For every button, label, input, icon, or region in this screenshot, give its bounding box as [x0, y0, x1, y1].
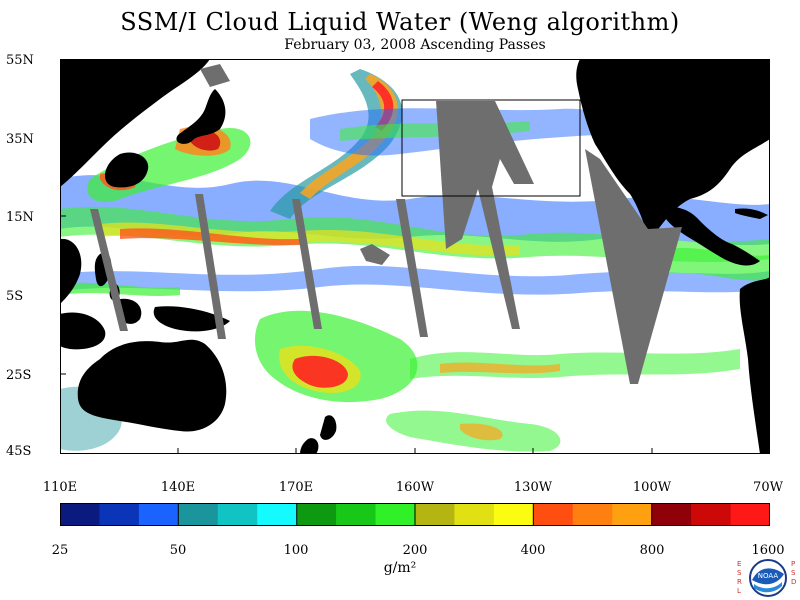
map-ticks: [60, 137, 653, 454]
lon-label-100w: 100W: [632, 480, 672, 495]
lon-label-130w: 130W: [513, 480, 553, 495]
colorbar-swatch: [336, 503, 377, 526]
colorbar-swatch: [493, 503, 534, 526]
lon-label-160w: 160W: [395, 480, 435, 495]
lon-label-170e: 170E: [278, 480, 314, 495]
colorbar-tick-1600: 1600: [751, 543, 785, 558]
lon-label-140e: 140E: [160, 480, 196, 495]
colorbar-swatch: [138, 503, 179, 526]
lat-label-55n: 55N: [6, 53, 34, 68]
map-title: SSM/I Cloud Liquid Water (Weng algorithm…: [120, 8, 680, 36]
colorbar-swatch: [533, 503, 574, 526]
missing-swaths: [90, 64, 682, 384]
colorbar-swatch: [415, 503, 455, 526]
noaa-logo-text: NOAA: [758, 572, 779, 580]
lat-label-15n: 15N: [6, 210, 34, 225]
inset-box: [401, 99, 581, 197]
colorbar-swatch: [375, 503, 416, 526]
noaa-logo-icon: NOAA: [749, 559, 787, 597]
colorbar-tick-50: 50: [169, 543, 187, 558]
map-subtitle: February 03, 2008 Ascending Passes: [284, 37, 546, 53]
lon-label-110e: 110E: [42, 480, 78, 495]
colorbar-swatch: [99, 503, 140, 526]
colorbar-swatch: [217, 503, 258, 526]
colorbar-swatch: [178, 503, 219, 526]
colorbar-swatch: [257, 503, 298, 526]
colorbar: [60, 503, 770, 526]
colorbar-swatch: [691, 503, 732, 526]
lon-label-70w: 70W: [753, 480, 783, 495]
colorbar-swatch: [572, 503, 613, 526]
colorbar-swatch: [454, 503, 495, 526]
colorbar-tick-100: 100: [283, 543, 309, 558]
lat-label-25s: 25S: [6, 368, 32, 383]
colorbar-tick-400: 400: [520, 543, 546, 558]
colorbar-tick-800: 800: [639, 543, 665, 558]
colorbar-tick-25: 25: [51, 543, 69, 558]
lat-label-45s: 45S: [6, 444, 32, 459]
lat-label-5s: 5S: [6, 289, 24, 304]
colorbar-swatch: [651, 503, 692, 526]
cloud-water-map: [60, 59, 770, 454]
colorbar-units: g/m²: [383, 560, 417, 576]
lat-label-35n: 35N: [6, 132, 34, 147]
colorbar-swatch: [612, 503, 653, 526]
colorbar-swatch: [296, 503, 337, 526]
colorbar-tick-200: 200: [402, 543, 428, 558]
colorbar-swatch: [60, 503, 100, 526]
colorbar-swatch: [730, 503, 770, 526]
